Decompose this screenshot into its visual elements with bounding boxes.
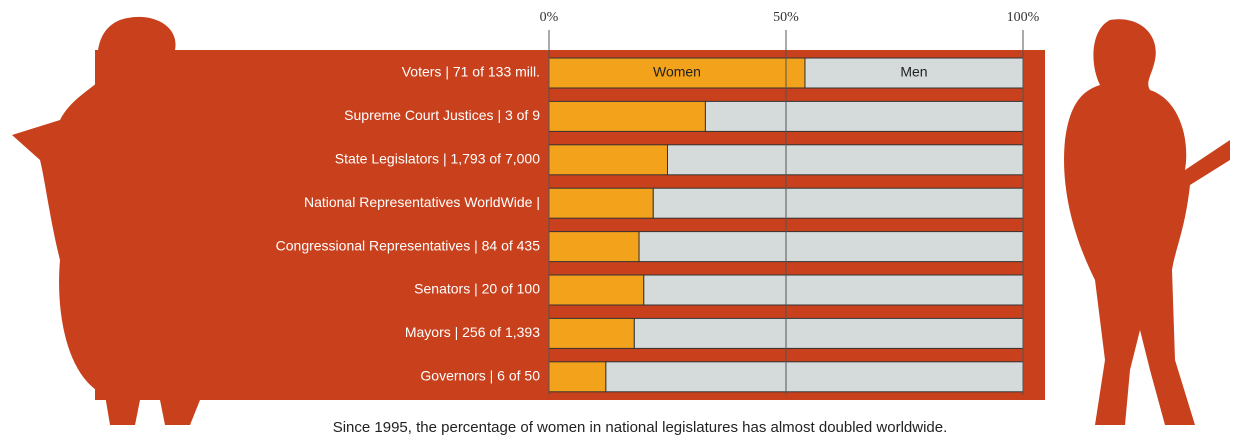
category-label: Congressional Representatives | 84 of 43…: [276, 237, 541, 253]
x-tick-label: 50%: [773, 10, 799, 25]
bar-segment: [548, 361, 607, 393]
category-label: Senators | 20 of 100: [414, 281, 540, 297]
bar-segment: [704, 100, 1024, 132]
man-silhouette: [1064, 19, 1230, 425]
category-label: Governors | 6 of 50: [420, 368, 540, 384]
legend-label: Women: [653, 64, 701, 80]
woman-silhouette: [12, 16, 227, 426]
bar-segment: [548, 144, 668, 176]
category-label: National Representatives WorldWide |: [304, 194, 540, 210]
bar-segment: [652, 187, 1024, 219]
bar-segment: [638, 231, 1024, 263]
x-tick-label: 100%: [1007, 10, 1040, 25]
bar-segment: [605, 361, 1024, 393]
category-label: Mayors | 256 of 1,393: [405, 324, 540, 340]
bar-segment: [633, 317, 1024, 349]
category-label: State Legislators | 1,793 of 7,000: [335, 151, 540, 167]
bar-segment: [548, 231, 640, 263]
caption: Since 1995, the percentage of women in n…: [333, 419, 948, 436]
bar-segment: [643, 274, 1024, 306]
bar-segment: [548, 187, 654, 219]
bar-segment: [548, 317, 635, 349]
bar-segment: [548, 274, 645, 306]
legend-label: Men: [900, 64, 927, 80]
bar-segment: [667, 144, 1024, 176]
category-label: Voters | 71 of 133 mill.: [402, 64, 540, 80]
category-label: Supreme Court Justices | 3 of 9: [344, 107, 540, 123]
bar-segment: [548, 100, 706, 132]
x-tick-label: 0%: [540, 10, 559, 25]
bar-segment: [548, 57, 806, 89]
